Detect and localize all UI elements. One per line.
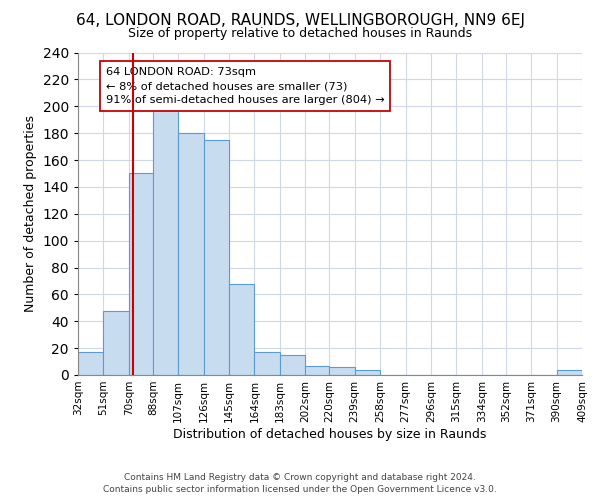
Bar	[305, 366, 329, 375]
Bar	[153, 105, 178, 375]
Bar	[103, 310, 129, 375]
Bar	[203, 140, 229, 375]
Bar	[280, 355, 305, 375]
Bar	[254, 352, 280, 375]
Bar	[78, 352, 103, 375]
Bar	[229, 284, 254, 375]
Bar	[355, 370, 380, 375]
Text: 64, LONDON ROAD, RAUNDS, WELLINGBOROUGH, NN9 6EJ: 64, LONDON ROAD, RAUNDS, WELLINGBOROUGH,…	[76, 12, 524, 28]
Y-axis label: Number of detached properties: Number of detached properties	[24, 116, 37, 312]
Bar	[557, 370, 582, 375]
Text: Contains HM Land Registry data © Crown copyright and database right 2024.
Contai: Contains HM Land Registry data © Crown c…	[103, 472, 497, 494]
Bar	[329, 367, 355, 375]
Text: 64 LONDON ROAD: 73sqm
← 8% of detached houses are smaller (73)
91% of semi-detac: 64 LONDON ROAD: 73sqm ← 8% of detached h…	[106, 67, 385, 105]
X-axis label: Distribution of detached houses by size in Raunds: Distribution of detached houses by size …	[173, 428, 487, 440]
Text: Size of property relative to detached houses in Raunds: Size of property relative to detached ho…	[128, 28, 472, 40]
Bar	[178, 133, 203, 375]
Bar	[129, 174, 153, 375]
